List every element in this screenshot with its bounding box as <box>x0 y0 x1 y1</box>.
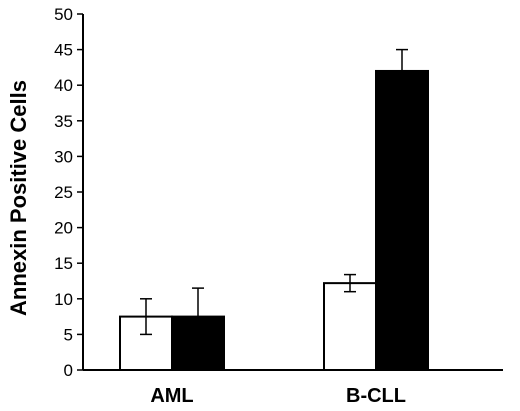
bar <box>375 69 429 372</box>
y-tick-label: 45 <box>54 41 73 60</box>
error-bars <box>140 48 408 336</box>
y-tick-label: 15 <box>54 254 73 273</box>
y-tick-label: 20 <box>54 219 73 238</box>
axes <box>82 14 503 371</box>
y-axis-ticks: 0 5 10 15 20 25 30 35 40 45 50 <box>54 5 83 380</box>
y-axis-title: Annexin Positive Cells <box>6 80 31 316</box>
bars <box>119 69 429 372</box>
y-tick-label: 40 <box>54 76 73 95</box>
x-category-label: AML <box>150 385 193 407</box>
y-tick-label: 25 <box>54 183 73 202</box>
bar <box>323 282 377 371</box>
bar <box>171 315 225 372</box>
x-axis-labels: AML B-CLL <box>150 385 406 407</box>
x-category-label: B-CLL <box>346 385 406 407</box>
y-tick-label: 35 <box>54 112 73 131</box>
y-tick-label: 50 <box>54 5 73 24</box>
y-tick-label: 5 <box>64 325 73 344</box>
y-tick-label: 0 <box>64 361 73 380</box>
y-tick-label: 30 <box>54 147 73 166</box>
y-tick-label: 10 <box>54 290 73 309</box>
